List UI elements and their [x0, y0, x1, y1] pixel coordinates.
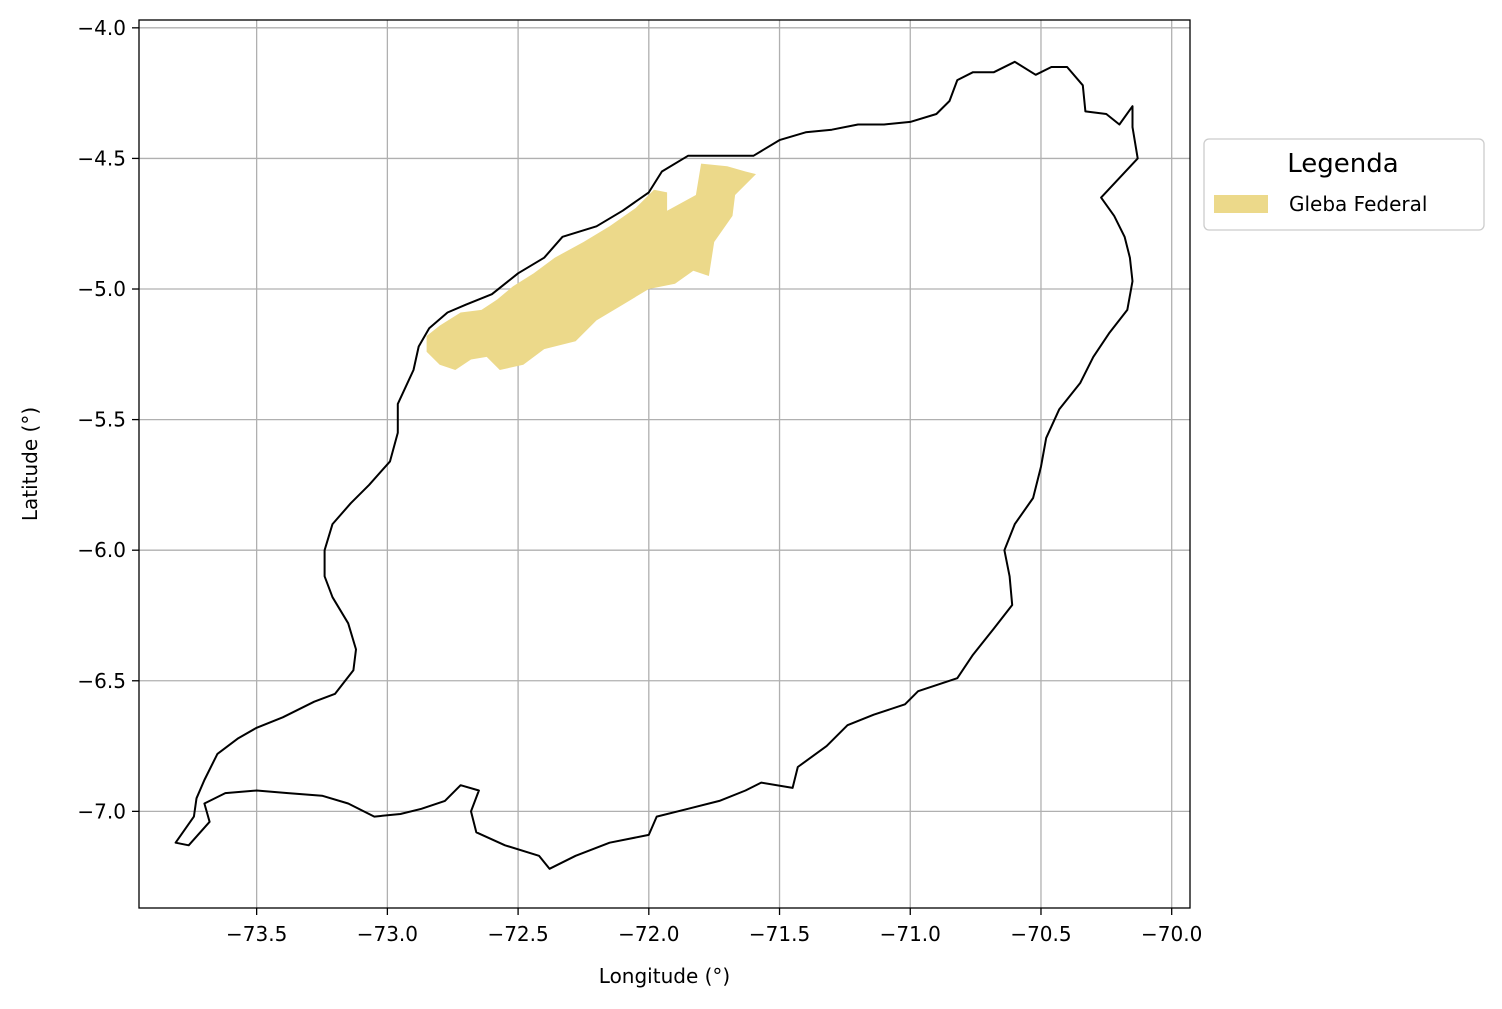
x-tick-label: −73.0: [357, 922, 418, 946]
x-tick-label: −72.5: [487, 922, 548, 946]
y-tick-label: −5.0: [77, 277, 126, 301]
x-tick-label: −70.5: [1010, 922, 1071, 946]
y-tick-label: −5.5: [77, 408, 126, 432]
y-tick-label: −6.0: [77, 538, 126, 562]
gleba-federal-layer: [426, 163, 756, 370]
gleba-federal-polygon: [426, 163, 756, 370]
legend: Legenda Gleba Federal: [1203, 138, 1485, 231]
y-tick-label: −6.5: [77, 669, 126, 693]
grid-lines: [139, 20, 1190, 908]
legend-title: Legenda: [1287, 149, 1398, 179]
boundary-outline: [174, 60, 1139, 870]
y-axis-title: Latitude (°): [18, 407, 42, 521]
y-tick-label: −4.5: [77, 146, 126, 170]
x-tick-label: −71.0: [880, 922, 941, 946]
axes-frame: [138, 19, 1191, 909]
x-axis-title: Longitude (°): [599, 964, 730, 988]
legend-label-gleba-federal: Gleba Federal: [1289, 192, 1427, 216]
x-tick-label: −70.0: [1141, 922, 1202, 946]
x-tick-label: −71.5: [749, 922, 810, 946]
y-tick-label: −7.0: [77, 799, 126, 823]
legend-swatch-gleba-federal: [1214, 195, 1268, 213]
x-tick-label: −72.0: [618, 922, 679, 946]
axis-ticks: −73.5 −73.0 −72.5 −72.0 −71.5 −71.0 −70.5 −70.0…: [77, 16, 1202, 946]
boundary-layer: [174, 60, 1139, 870]
x-tick-label: −73.5: [226, 922, 287, 946]
legend-box: [1203, 138, 1485, 231]
y-tick-label: −4.0: [77, 16, 126, 40]
